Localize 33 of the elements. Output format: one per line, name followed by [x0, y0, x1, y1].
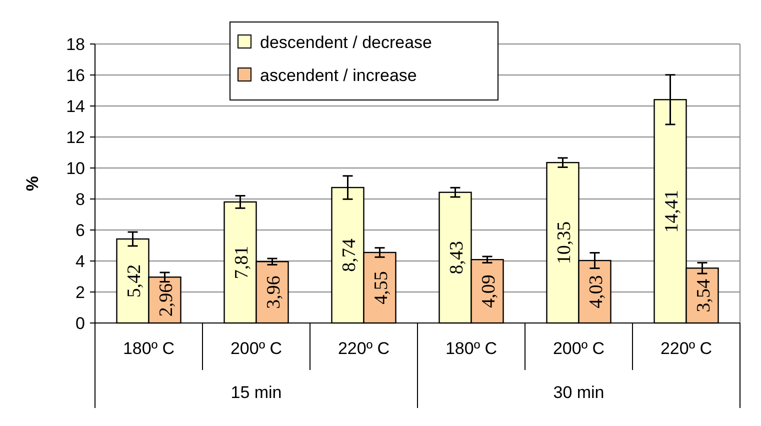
y-tick-label: 8: [76, 190, 85, 209]
legend-label: descendent / decrease: [260, 32, 432, 52]
x-tick-label: 200º C: [552, 338, 605, 358]
text: 15 min: [230, 382, 282, 402]
y-tick-label: 6: [76, 220, 85, 240]
x-tick-label: 180º C: [122, 338, 175, 358]
text: 30 min: [553, 382, 604, 402]
y-tick-label: 0: [76, 314, 85, 333]
y-tick-label: 18: [66, 34, 85, 54]
data-label: 10,35: [554, 221, 575, 264]
data-label: 8,43: [446, 241, 468, 274]
y-axis-title: %: [23, 176, 42, 192]
legend-label: ascendent / increase: [260, 66, 417, 85]
x-tick-label: 220º C: [338, 338, 390, 358]
data-label: 5,42: [124, 264, 145, 298]
y-tick-label: 16: [66, 66, 85, 85]
data-label: 3,54: [693, 278, 714, 312]
data-label: 7,81: [231, 246, 252, 280]
data-label: 14,41: [661, 190, 682, 233]
x-tick-label: 200º C: [230, 338, 282, 358]
data-label: 4,55: [370, 271, 392, 304]
data-label: 4,09: [478, 274, 500, 308]
y-tick-label: 12: [66, 128, 85, 147]
y-tick-label: 14: [66, 96, 85, 116]
y-tick-label: 10: [66, 158, 85, 178]
data-label: 8,74: [338, 238, 360, 272]
y-tick-label: 2: [76, 282, 85, 302]
data-label: 4,03: [586, 275, 607, 308]
data-label: 2,96: [156, 283, 177, 317]
x-tick-label: 180º C: [445, 338, 498, 358]
y-tick-label: 4: [76, 252, 85, 271]
data-label: 3,96: [263, 276, 284, 309]
x-tick-label: 220º C: [660, 338, 712, 358]
